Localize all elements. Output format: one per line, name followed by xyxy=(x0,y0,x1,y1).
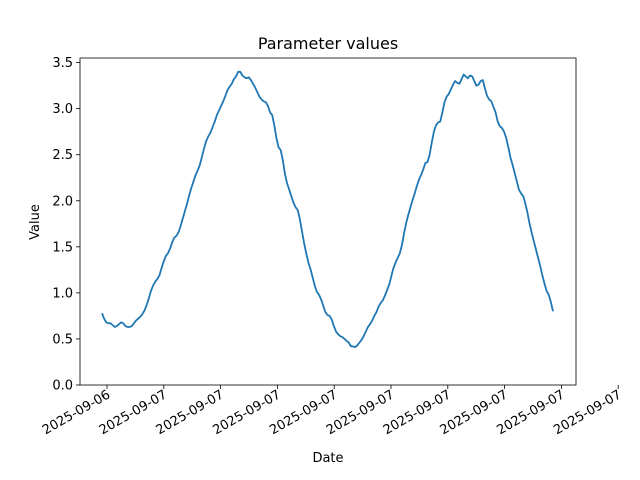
y-tick-label: 0.0 xyxy=(52,379,73,394)
y-axis-label: Value xyxy=(28,204,43,240)
y-tick-label: 2.0 xyxy=(52,194,73,209)
axes-frame xyxy=(79,57,577,386)
y-tick-label: 0.5 xyxy=(52,332,73,347)
x-axis-label: Date xyxy=(312,451,343,466)
y-tick-label: 2.5 xyxy=(52,148,73,163)
series-layer xyxy=(101,70,554,349)
y-axis: 0.0 0.5 1.0 1.5 2.0 2.5 3.0 3.5 xyxy=(52,56,80,394)
y-tick-label: 3.0 xyxy=(52,102,73,117)
y-tick-label: 3.5 xyxy=(52,56,73,71)
plot-area xyxy=(80,58,576,385)
y-tick-label: 1.5 xyxy=(52,240,73,255)
chart-title: Parameter values xyxy=(258,34,398,53)
y-tick-label: 1.0 xyxy=(52,286,73,301)
series-line-0 xyxy=(101,70,554,349)
